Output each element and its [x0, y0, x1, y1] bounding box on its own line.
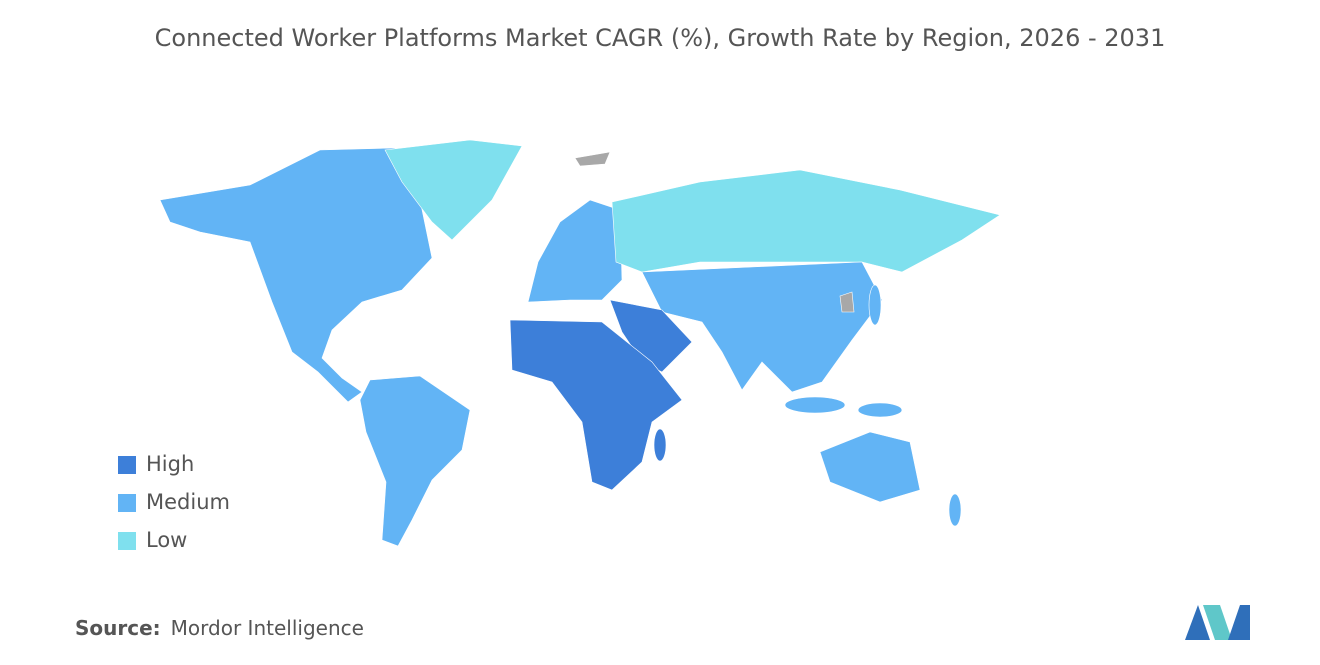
- legend: High Medium Low: [118, 452, 230, 552]
- logo-shape: [1228, 605, 1250, 640]
- islands: [857, 402, 903, 418]
- legend-swatch: [118, 494, 136, 512]
- islands: [868, 284, 882, 326]
- middle-east: [609, 299, 693, 373]
- africa: [509, 319, 683, 491]
- title: Connected Worker Platforms Market CAGR (…: [155, 24, 1166, 52]
- legend-label: Low: [146, 528, 187, 552]
- madagascar: [653, 428, 667, 462]
- greenland: [384, 139, 523, 241]
- source-label: Source:: [75, 616, 161, 640]
- legend-swatch: [118, 532, 136, 550]
- source: Source: Mordor Intelligence: [75, 616, 364, 640]
- russia: [611, 169, 1001, 273]
- islands: [948, 493, 962, 527]
- legend-swatch: [118, 456, 136, 474]
- world-map: [159, 139, 1001, 547]
- legend-label: Medium: [146, 490, 230, 514]
- logo-shape: [1203, 605, 1232, 640]
- no-data: [574, 151, 611, 167]
- australia: [819, 431, 921, 503]
- legend-label: High: [146, 452, 194, 476]
- south-america: [359, 375, 471, 547]
- islands: [784, 396, 846, 414]
- logo: [1185, 605, 1250, 640]
- no-data: [839, 291, 855, 313]
- source-value: Mordor Intelligence: [171, 616, 364, 640]
- logo-shape: [1185, 605, 1210, 640]
- north-america: [159, 147, 433, 403]
- europe: [527, 199, 623, 303]
